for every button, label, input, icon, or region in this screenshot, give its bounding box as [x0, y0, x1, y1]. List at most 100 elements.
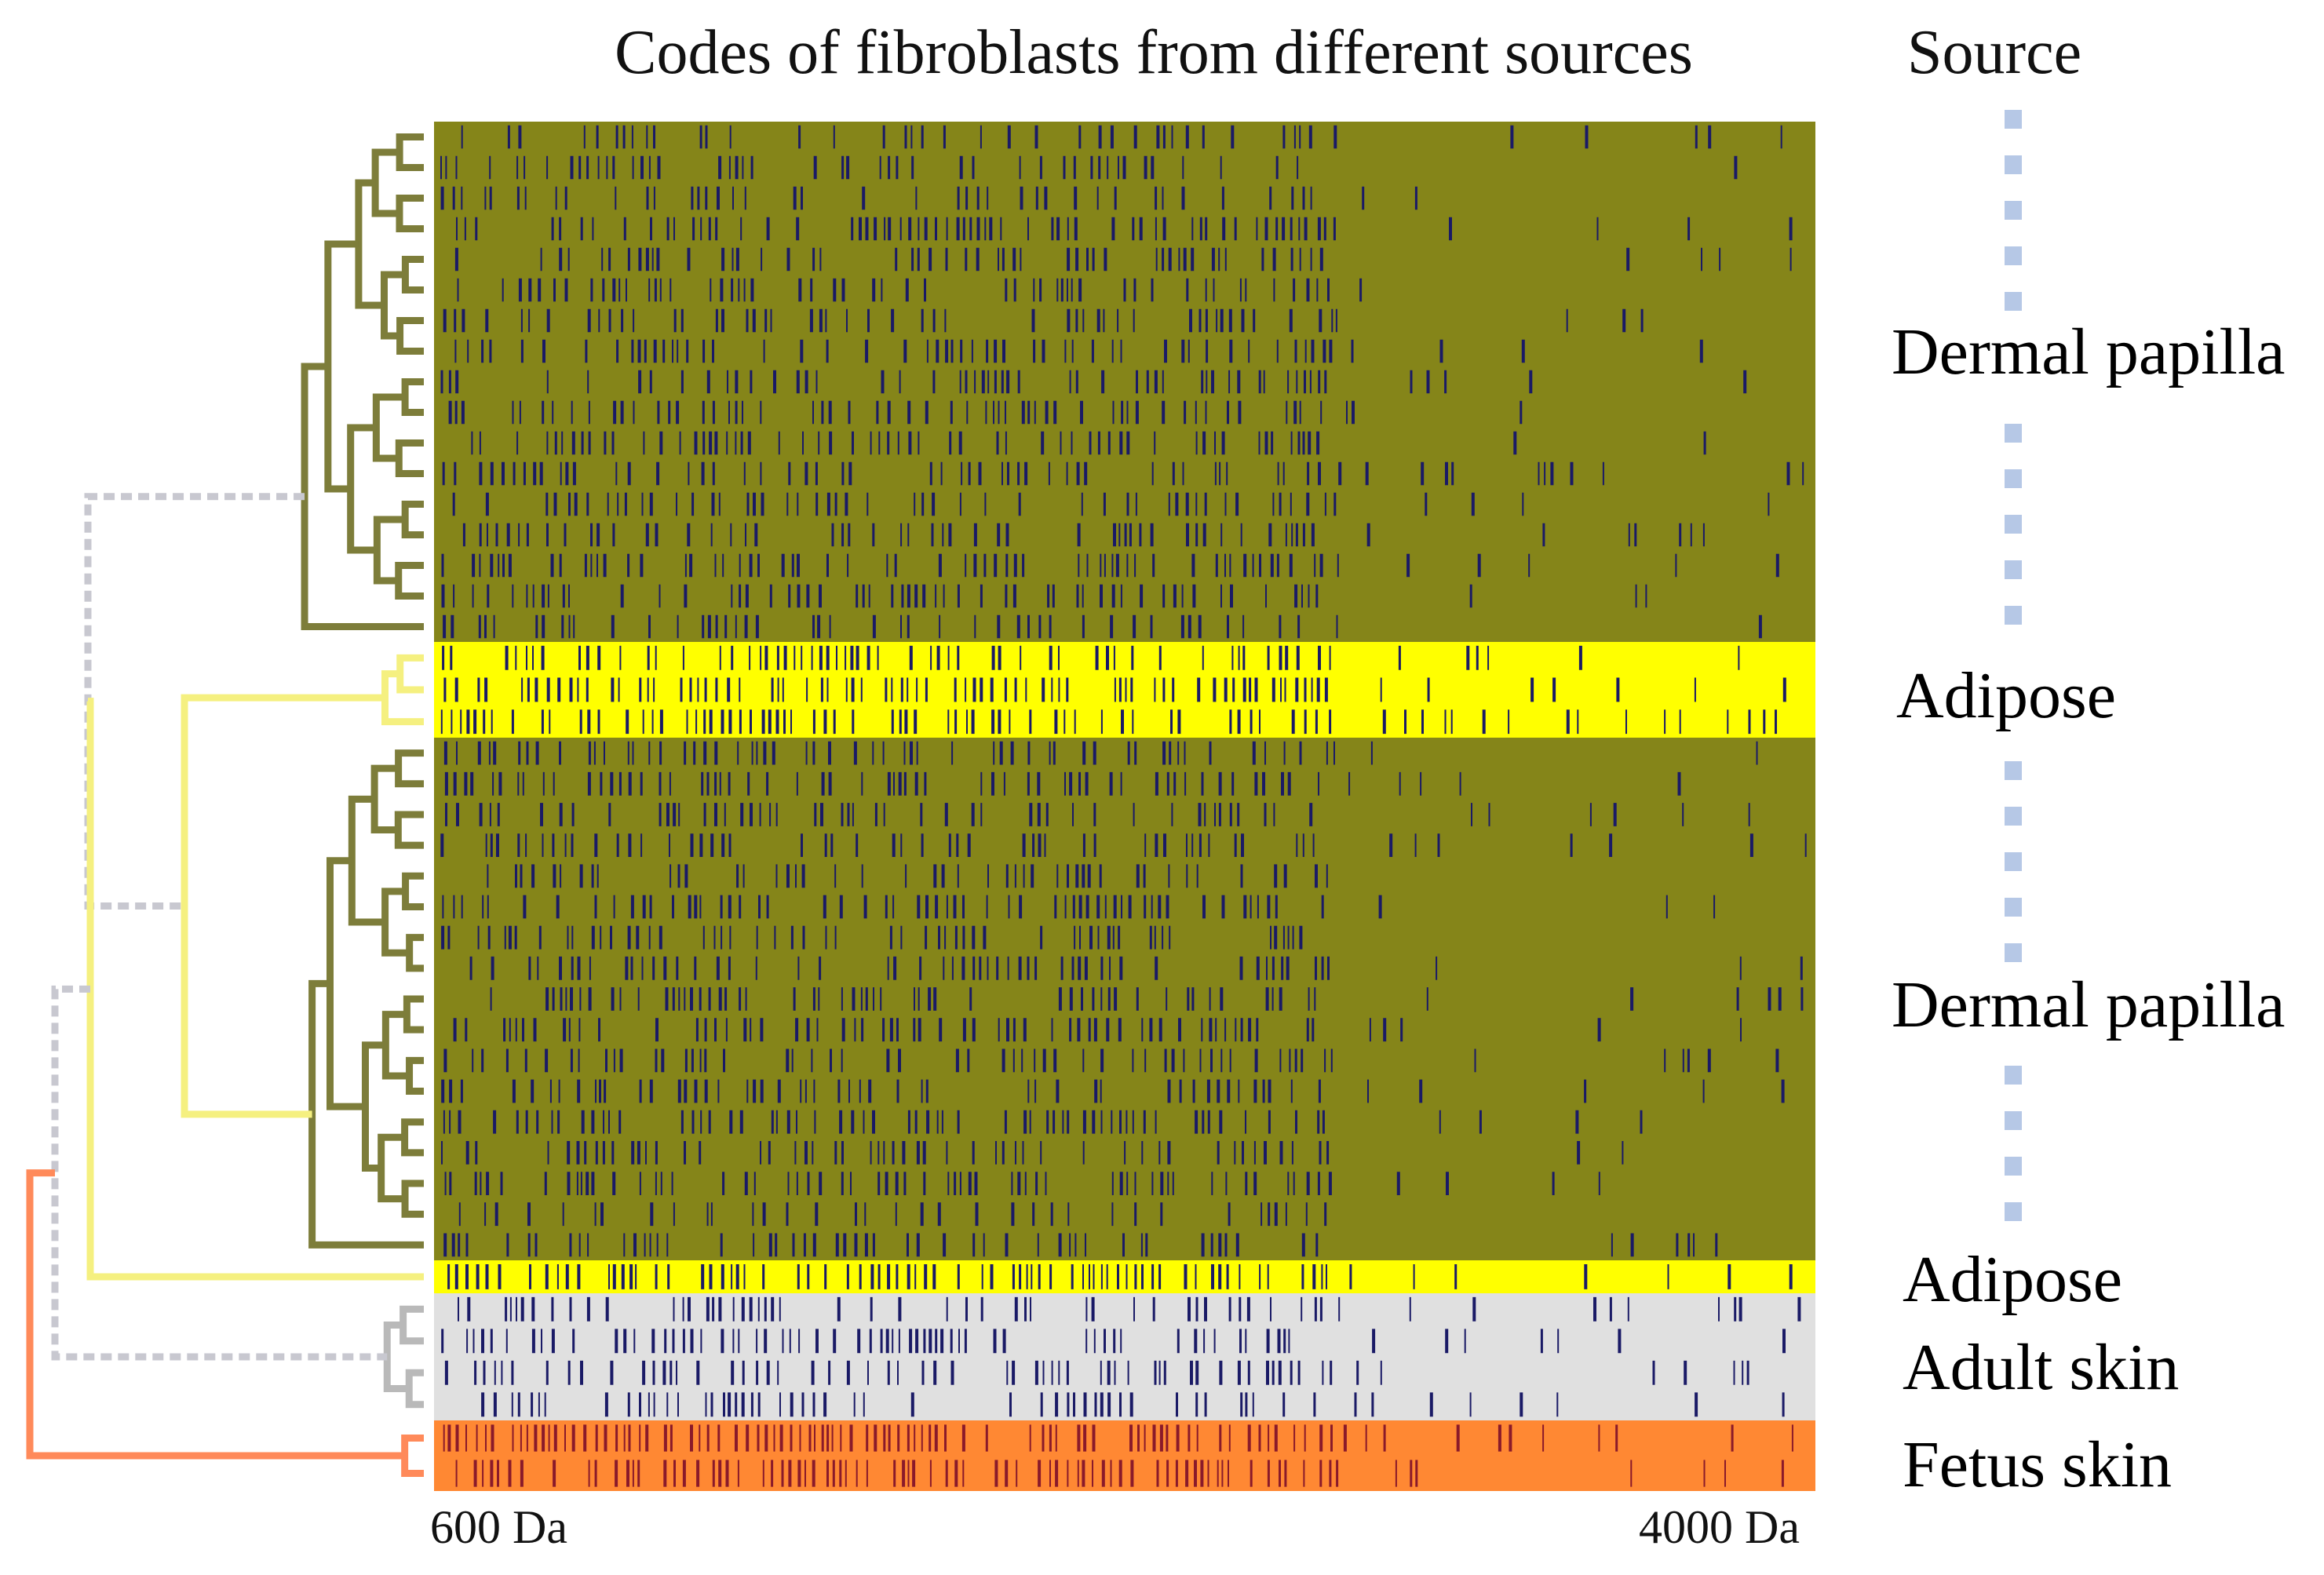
legend-dash-7 — [2005, 469, 2022, 488]
legend-dash-10 — [2005, 606, 2022, 625]
peak-row-18 — [442, 645, 1740, 670]
peak-row-6 — [457, 278, 1363, 302]
peak-row-38 — [447, 1264, 1793, 1289]
legend-dash-8 — [2005, 515, 2022, 534]
dendrogram-link-20 — [394, 811, 424, 849]
group-label-adult-skin: Adult skin — [1903, 1331, 2180, 1404]
dendrogram-link-9 — [371, 148, 400, 217]
dendrogram-link-1 — [396, 133, 424, 171]
heatmap-block-4 — [434, 1260, 1815, 1293]
heatmap-block-3-peaks — [440, 741, 1807, 1257]
peak-row-42 — [481, 1392, 1785, 1417]
dendrogram-link-32 — [361, 1041, 386, 1172]
heatmap-block-1-peaks — [440, 125, 1804, 639]
x-axis-min-label: 600 Da — [430, 1501, 567, 1553]
heatmap-block-2 — [434, 642, 1815, 738]
peak-row-14 — [462, 523, 1705, 547]
dendrogram-link-7 — [401, 501, 424, 538]
legend-dash-3 — [2005, 201, 2022, 220]
dendrogram-link-37 — [383, 1322, 410, 1392]
dendrogram-join-fetus-skin — [26, 1169, 405, 1460]
dendrogram-link-24 — [406, 1056, 424, 1096]
group-label-adipose-1: Adipose — [1896, 659, 2116, 732]
peak-row-5 — [454, 247, 1792, 272]
peak-row-26 — [442, 895, 1716, 919]
heatmap-block-3 — [434, 738, 1815, 1260]
group-label-fetus-skin: Fetus skin — [1903, 1428, 2173, 1501]
peak-row-7 — [443, 308, 1644, 333]
legend-dash-13 — [2005, 852, 2022, 871]
dendrogram-link-5 — [401, 378, 424, 416]
dendrogram-link-6 — [395, 439, 424, 477]
dendrogram-link-26 — [401, 1179, 424, 1218]
peak-row-40 — [441, 1329, 1786, 1354]
dendrogram-link-10 — [380, 271, 406, 340]
peak-row-10 — [448, 400, 1523, 425]
legend-dash-4 — [2005, 246, 2022, 265]
dendrogram-link-17 — [396, 654, 424, 694]
peak-row-19 — [443, 677, 1786, 702]
dendrogram-link-19 — [395, 749, 424, 788]
dendrogram-link-35 — [399, 1305, 424, 1345]
dendrogram-link-23 — [403, 995, 424, 1034]
heatmap-block-1 — [434, 122, 1815, 642]
peak-row-3 — [440, 186, 1417, 210]
dendrogram-join-adult-skin — [51, 985, 388, 1361]
legend-dash-16 — [2005, 1066, 2022, 1085]
heatmap-block-6-peaks — [443, 1424, 1793, 1487]
peak-row-11 — [471, 431, 1706, 455]
group-label-dermal-papilla-1: Dermal papilla — [1892, 315, 2286, 388]
dendrogram-link-8 — [395, 562, 424, 600]
dendrogram-link-3 — [401, 256, 424, 293]
peak-row-44 — [455, 1460, 1784, 1487]
dendrogram-link-36 — [405, 1369, 424, 1409]
legend-dash-17 — [2005, 1111, 2022, 1130]
legend-dash-1 — [2005, 110, 2022, 129]
peak-row-12 — [442, 461, 1804, 486]
heatmap-block-6 — [434, 1420, 1815, 1491]
peak-row-37 — [443, 1233, 1718, 1257]
dendrogram-link-38 — [401, 1435, 424, 1477]
group-label-adipose-2: Adipose — [1903, 1243, 2122, 1316]
dendrogram-link-13 — [355, 179, 385, 309]
dendrogram-link-14 — [347, 424, 378, 554]
dendrogram-link-21 — [402, 872, 424, 910]
peak-row-17 — [443, 614, 1762, 639]
dendrogram-link-2 — [396, 195, 424, 232]
group-label-dermal-papilla-2: Dermal papilla — [1892, 968, 2286, 1041]
x-axis-max-label: 4000 Da — [1639, 1501, 1800, 1553]
peak-row-29 — [490, 987, 1804, 1011]
legend-dash-18 — [2005, 1157, 2022, 1176]
heatmap-block-5-peaks — [441, 1296, 1801, 1417]
dendrogram-link-18 — [381, 670, 424, 726]
dendrogram-link-22 — [406, 934, 424, 972]
dendrogram-link-4 — [396, 317, 424, 355]
peak-row-33 — [443, 1110, 1643, 1134]
peak-row-43 — [443, 1424, 1793, 1452]
heatmap — [434, 122, 1815, 1491]
heatmap-block-2-peaks — [440, 645, 1786, 735]
legend-dash-11 — [2005, 761, 2022, 780]
legend-dash-14 — [2005, 898, 2022, 917]
dendrogram-link-28 — [381, 888, 410, 957]
legend-dash-12 — [2005, 807, 2022, 826]
legend-dash-15 — [2005, 943, 2022, 962]
peak-row-23 — [445, 803, 1750, 826]
heatmap-block-5 — [434, 1293, 1815, 1420]
dendrogram — [26, 133, 424, 1477]
dendrogram-link-25 — [401, 1118, 424, 1157]
legend-dash-19 — [2005, 1202, 2022, 1221]
source-legend-dashes — [2005, 110, 2022, 1221]
dendrogram-join-adipose-dermal2 — [181, 694, 385, 1118]
peak-row-34 — [441, 1141, 1624, 1165]
heatmap-block-4-peaks — [447, 1264, 1793, 1289]
dendrogram-link-31 — [348, 795, 385, 926]
dendrogram-link-27 — [370, 764, 399, 834]
legend-dash-2 — [2005, 155, 2022, 174]
legend-dash-9 — [2005, 560, 2022, 579]
source-legend-title: Source — [1907, 18, 2082, 87]
dendrogram-link-16 — [301, 363, 424, 630]
legend-dash-5 — [2005, 292, 2022, 311]
